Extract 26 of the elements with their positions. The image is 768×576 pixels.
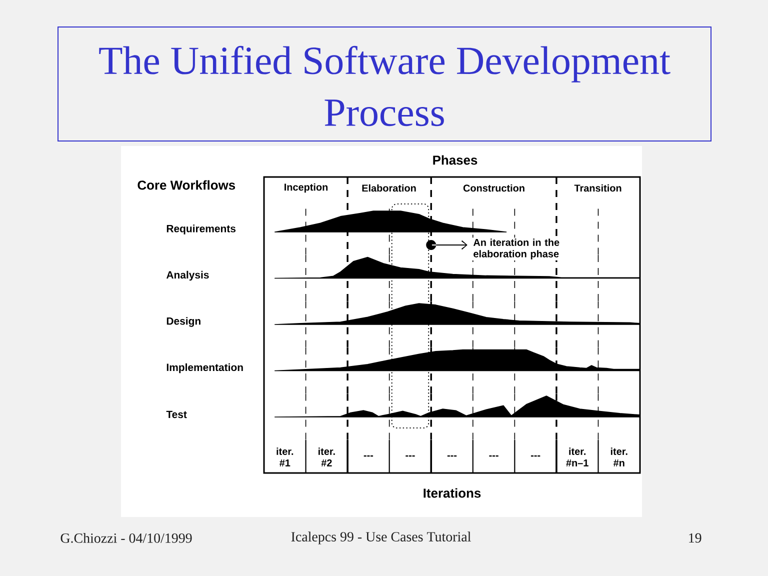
y-axis-title: Requirements [166,224,236,234]
annotation: An iteration in the elaboration phase [473,238,560,260]
x-tick-label: iter. #1 [276,448,294,466]
text: Icalepcs 99 - Use Cases Tutorial [291,532,471,544]
y-axis-title: Test [166,410,187,418]
x-tick-label: --- [489,455,498,457]
x-axis-title: Iterations [424,488,481,498]
text: Inception [284,183,328,193]
chart-title: The Unified Software Development Process [99,46,670,126]
x-tick-label: --- [406,455,415,457]
y-axis-title: Design [166,317,200,327]
x-tick-label: iter. #n–1 [566,448,588,466]
x-tick-label: iter. #2 [318,448,335,466]
text: Elaboration [362,184,416,192]
text: G.Chiozzi - 04/10/1999 [60,533,192,543]
x-tick-label: --- [530,455,540,457]
y-axis-title: Implementation [166,363,243,374]
x-tick-label: --- [447,455,457,457]
text: Core Workflows [138,180,236,190]
text: Transition [574,184,622,192]
x-tick-label: iter. #n [610,448,628,466]
text: 19 [689,533,702,543]
text: Phases [433,155,478,165]
x-tick-label: --- [364,455,374,457]
text: Construction [463,184,524,192]
y-axis-title: Analysis [166,270,209,281]
